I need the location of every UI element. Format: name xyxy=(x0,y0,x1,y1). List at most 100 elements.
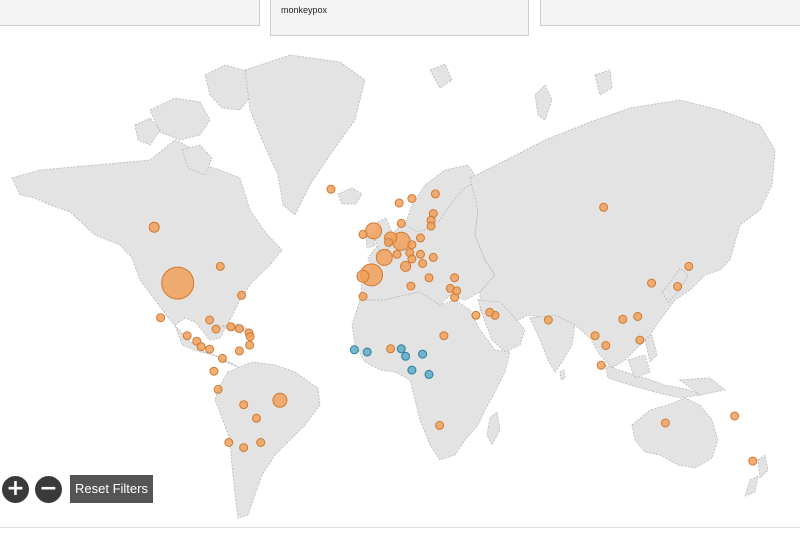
case-bubble[interactable] xyxy=(211,324,221,334)
north-america-landmass xyxy=(11,139,283,369)
case-bubble[interactable] xyxy=(590,331,600,341)
case-bubble[interactable] xyxy=(396,218,406,228)
case-bubble[interactable] xyxy=(400,260,412,272)
case-bubble[interactable] xyxy=(217,353,227,363)
endemic-case-bubble[interactable] xyxy=(362,347,372,357)
case-bubble[interactable] xyxy=(660,418,670,428)
case-bubble[interactable] xyxy=(272,392,288,408)
australia xyxy=(631,397,719,469)
filter-panel-search[interactable]: monkeypox xyxy=(270,0,529,36)
case-bubble[interactable] xyxy=(673,282,683,291)
case-bubble[interactable] xyxy=(365,222,383,240)
case-bubble[interactable] xyxy=(209,366,219,376)
asia-landmass xyxy=(469,99,776,369)
map-controls: + − Reset Filters xyxy=(2,475,153,503)
case-bubble[interactable] xyxy=(205,344,215,354)
case-bubble[interactable] xyxy=(418,259,428,268)
case-bubble[interactable] xyxy=(601,341,611,350)
arctic-island-3 xyxy=(134,117,161,146)
case-bubble[interactable] xyxy=(406,281,416,291)
land-masses xyxy=(11,54,776,519)
endemic-case-bubble[interactable] xyxy=(396,344,406,354)
case-bubble[interactable] xyxy=(224,438,234,447)
endemic-case-bubble[interactable] xyxy=(424,369,434,379)
case-bubble[interactable] xyxy=(234,346,244,356)
case-bubble[interactable] xyxy=(196,342,206,352)
case-bubble[interactable] xyxy=(213,384,223,394)
case-bubble[interactable] xyxy=(356,269,370,283)
case-bubble[interactable] xyxy=(730,411,740,421)
case-bubble[interactable] xyxy=(205,315,215,325)
filter-panel-left[interactable] xyxy=(0,0,260,26)
case-bubble[interactable] xyxy=(234,324,244,334)
case-bubble[interactable] xyxy=(407,254,417,264)
case-bubble[interactable] xyxy=(428,252,438,262)
case-bubble[interactable] xyxy=(394,198,404,208)
endemic-case-bubble[interactable] xyxy=(418,349,428,359)
case-bubble[interactable] xyxy=(599,202,609,212)
case-bubble[interactable] xyxy=(543,315,553,325)
sri-lanka xyxy=(559,369,566,381)
bottom-divider xyxy=(0,527,800,528)
case-bubble[interactable] xyxy=(182,331,192,341)
case-bubble[interactable] xyxy=(358,292,368,301)
zoom-in-button[interactable]: + xyxy=(2,475,29,503)
arctic-island-2 xyxy=(204,64,253,111)
case-bubble[interactable] xyxy=(215,261,225,271)
case-bubble[interactable] xyxy=(407,194,417,203)
madagascar xyxy=(486,411,501,446)
case-bubble[interactable] xyxy=(633,312,643,321)
endemic-case-bubble[interactable] xyxy=(349,345,359,355)
case-bubble[interactable] xyxy=(416,249,425,259)
case-bubble[interactable] xyxy=(430,189,440,199)
zoom-out-button[interactable]: − xyxy=(35,475,62,503)
case-bubble[interactable] xyxy=(245,340,255,350)
case-bubble[interactable] xyxy=(452,286,462,296)
case-bubbles[interactable] xyxy=(148,184,758,466)
case-bubble[interactable] xyxy=(226,322,236,332)
filter-title: monkeypox xyxy=(281,5,328,15)
case-bubble[interactable] xyxy=(485,307,495,317)
case-bubble[interactable] xyxy=(392,249,402,259)
case-bubble[interactable] xyxy=(237,290,247,300)
case-bubble[interactable] xyxy=(635,335,645,345)
endemic-case-bubble[interactable] xyxy=(407,365,417,375)
filter-panel-right[interactable] xyxy=(540,0,800,26)
case-bubble[interactable] xyxy=(375,248,393,266)
case-bubble[interactable] xyxy=(439,331,449,341)
case-bubble[interactable] xyxy=(450,273,460,283)
case-bubble[interactable] xyxy=(424,273,434,283)
world-map[interactable] xyxy=(0,40,800,525)
philippines xyxy=(644,334,658,363)
case-bubble[interactable] xyxy=(684,261,694,271)
case-bubble[interactable] xyxy=(239,400,249,410)
new-guinea xyxy=(678,377,726,396)
case-bubble[interactable] xyxy=(435,420,445,430)
case-bubble[interactable] xyxy=(647,278,657,288)
case-bubble[interactable] xyxy=(161,266,195,300)
case-bubble[interactable] xyxy=(326,184,336,194)
case-bubble[interactable] xyxy=(416,233,425,243)
case-bubble[interactable] xyxy=(596,360,606,370)
case-bubble[interactable] xyxy=(748,456,758,466)
case-bubble[interactable] xyxy=(358,229,368,239)
greenland xyxy=(244,54,366,216)
iceland xyxy=(337,187,363,205)
case-bubble[interactable] xyxy=(618,314,628,324)
case-bubble[interactable] xyxy=(256,438,266,447)
case-bubble[interactable] xyxy=(471,310,481,320)
novaya-zemlya xyxy=(534,84,553,121)
case-bubble[interactable] xyxy=(156,313,166,323)
new-zealand-south xyxy=(744,475,759,497)
case-bubble[interactable] xyxy=(407,240,417,250)
case-bubble[interactable] xyxy=(239,443,249,453)
case-bubble[interactable] xyxy=(386,344,396,354)
case-bubble[interactable] xyxy=(384,237,393,247)
case-bubble[interactable] xyxy=(252,413,261,423)
reset-filters-button[interactable]: Reset Filters xyxy=(70,475,153,503)
endemic-case-bubble[interactable] xyxy=(401,351,411,361)
case-bubble[interactable] xyxy=(148,221,160,233)
indian-subcontinent xyxy=(529,314,576,373)
case-bubble[interactable] xyxy=(426,221,436,231)
case-bubble[interactable] xyxy=(245,332,255,342)
